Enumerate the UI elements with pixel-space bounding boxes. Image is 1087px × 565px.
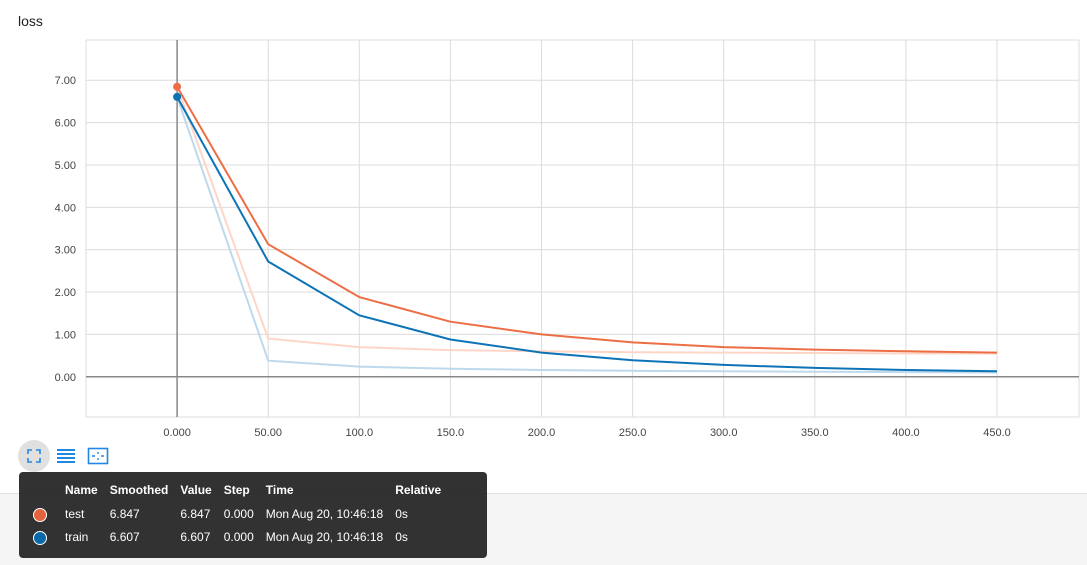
x-tick-label: 350.0 [801,427,829,439]
header-relative: Relative [395,483,442,497]
y-tick-label: 1.00 [55,329,76,341]
raw-line-train [176,96,998,374]
raw-line-test [176,86,997,355]
card-title: loss [18,13,43,29]
header-step: Step [223,483,250,497]
hover-tooltip: Name Smoothed Value Step Time Relative t… [19,472,487,558]
hover-point-train [173,92,182,101]
row-smoothed: 6.607 [109,530,140,545]
x-tick-label: 0.000 [163,427,191,439]
smoothed-line-train [176,96,998,373]
tooltip-header-row: Name Smoothed Value Step Time Relative [27,480,447,503]
smoothed-series-lines [176,86,998,373]
row-step: 0.000 [223,530,254,545]
x-tick-label: 200.0 [528,427,556,439]
hover-markers [173,82,182,101]
series-swatch-test [33,507,47,522]
row-step: 0.000 [223,507,254,522]
fit-domain-icon [27,449,41,463]
tooltip-row-train: train 6.607 6.607 0.000 Mon Aug 20, 10:4… [27,526,447,549]
y-tick-label: 0.00 [55,372,76,384]
smoothed-line-test [176,86,998,354]
y-tick-label: 7.00 [55,75,76,87]
row-smoothed: 6.847 [109,507,140,522]
y-tick-label: 3.00 [55,245,76,257]
fit-domain-button[interactable] [18,440,50,472]
x-tick-label: 50.00 [254,427,282,439]
raw-series-lines [176,86,998,374]
toggle-log-list-icon [57,449,75,463]
row-value: 6.847 [180,507,211,522]
tooltip-row-test: test 6.847 6.847 0.000 Mon Aug 20, 10:46… [27,503,447,526]
row-name: train [65,530,89,545]
row-relative: 0s [395,507,408,522]
row-relative: 0s [395,530,408,545]
y-tick-label: 2.00 [55,287,76,299]
y-tick-label: 5.00 [55,160,76,172]
row-time: Mon Aug 20, 10:46:18 [265,507,384,522]
x-tick-label: 100.0 [346,427,374,439]
tooltip-table: Name Smoothed Value Step Time Relative t… [27,480,447,549]
x-tick-label: 150.0 [437,427,465,439]
hover-point-test [173,82,182,91]
y-tick-label: 6.00 [55,118,76,130]
header-name: Name [65,483,98,497]
x-tick-label: 400.0 [892,427,920,439]
chart-grid [85,39,1080,418]
x-tick-label: 450.0 [983,427,1011,439]
x-tick-label: 300.0 [710,427,738,439]
x-tick-label: 250.0 [619,427,647,439]
row-name: test [65,507,85,522]
row-value: 6.607 [180,530,211,545]
header-time: Time [265,483,294,497]
header-value: Value [180,483,212,497]
toggle-log-list-button[interactable] [50,440,82,472]
chart-tick-labels: 0.000 50.00 100.0 150.0 200.0 250.0 300.0 350.0… [55,75,1011,439]
reset-zoom-button[interactable] [82,440,114,472]
series-swatch-train [33,530,47,545]
loss-chart[interactable]: 0.000 50.00 100.0 150.0 200.0 250.0 300.0 350.0… [0,0,1087,440]
y-tick-label: 4.00 [55,202,76,214]
header-smoothed: Smoothed [109,483,169,497]
chart-axes [86,40,1079,417]
chart-toolbar [18,440,114,472]
row-time: Mon Aug 20, 10:46:18 [265,530,384,545]
reset-zoom-icon [87,447,109,465]
